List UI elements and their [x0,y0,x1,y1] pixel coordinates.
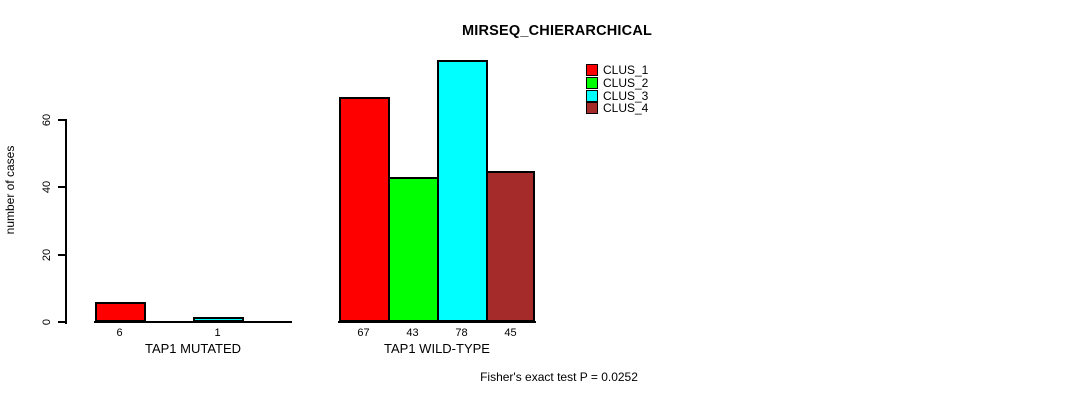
bar-tap1-wild-type-clus-3 [437,59,488,322]
legend-item-clus-4: CLUS_4 [586,102,648,115]
legend-swatch-clus-2-icon [586,77,598,90]
annotation-text: Fisher's exact test P = 0.0252 [480,370,638,384]
bar-tap1-wild-type-clus-4 [486,170,535,322]
legend-swatch-clus-3-icon [586,89,598,102]
bar-tap1-wild-type-clus-1 [339,96,390,322]
group-label-tap1-wild-type: TAP1 WILD-TYPE [384,341,490,356]
legend-label-clus-2: CLUS_2 [603,76,649,91]
y-axis-label: number of cases [3,145,17,235]
legend-label-clus-1: CLUS_1 [603,63,649,78]
legend-item-clus-3: CLUS_3 [586,89,648,102]
y-tick-label: 60 [41,113,53,127]
legend: CLUS_1 CLUS_2 CLUS_3 CLUS_4 [586,64,648,115]
legend-item-clus-1: CLUS_1 [586,64,648,77]
x-axis-baseline [338,321,536,323]
legend-swatch-clus-1-icon [586,64,598,77]
bar-value-label: 6 [116,327,123,339]
legend-label-clus-3: CLUS_3 [603,88,649,103]
bar-value-label: 45 [504,327,517,339]
y-tick-label: 40 [41,181,53,194]
group-label-tap1-mutated: TAP1 MUTATED [144,341,242,356]
y-axis-line [65,119,67,324]
bar-tap1-wild-type-clus-2 [388,177,439,322]
bar-value-label: 67 [357,327,370,339]
bar-tap1-mutated-clus-3 [193,317,244,322]
legend-item-clus-2: CLUS_2 [586,77,648,90]
legend-swatch-clus-4-icon [586,102,598,115]
x-axis-baseline [94,321,292,323]
legend-label-clus-4: CLUS_4 [603,101,649,116]
y-tick-label: 0 [41,318,53,326]
chart-title: MIRSEQ_CHIERARCHICAL [461,23,653,39]
y-tick-label: 20 [41,248,53,261]
y-tick-mark [58,119,66,122]
bar-value-label: 1 [214,327,221,339]
bar-value-label: 43 [406,327,419,339]
y-tick-mark [58,253,66,256]
y-tick-mark [58,186,66,189]
bar-value-label: 78 [455,327,468,339]
y-tick-mark [58,321,66,323]
bar-tap1-mutated-clus-1 [95,301,146,322]
